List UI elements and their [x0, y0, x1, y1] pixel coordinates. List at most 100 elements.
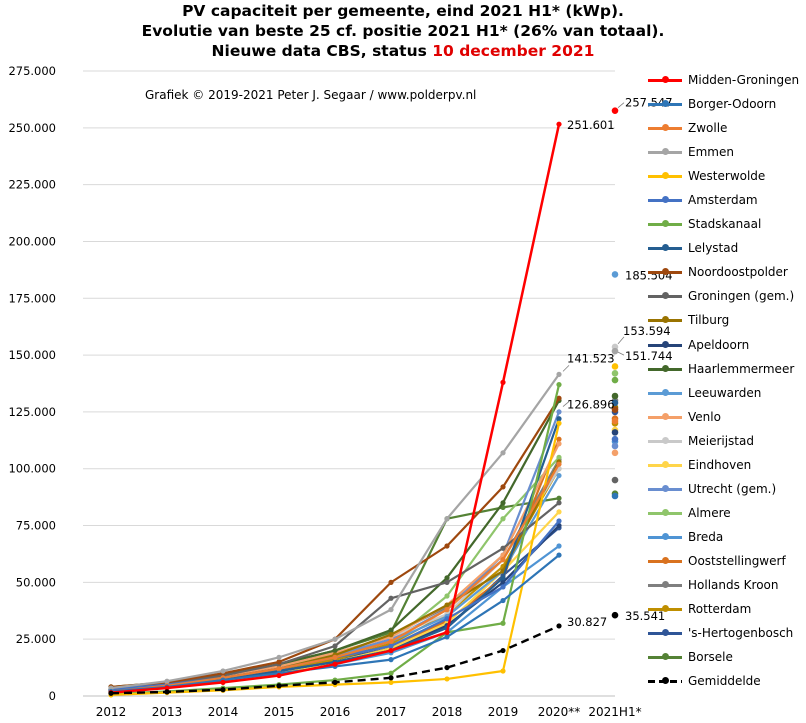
data-point	[611, 363, 619, 370]
data-point	[611, 369, 619, 377]
data-point	[500, 575, 506, 581]
legend-swatch-marker	[662, 629, 669, 637]
legend-swatch-marker	[662, 76, 669, 84]
data-point	[276, 672, 282, 679]
legend-swatch	[648, 291, 682, 301]
data-point	[611, 376, 619, 384]
legend-label: Stadskanaal	[688, 217, 762, 232]
data-point	[611, 449, 619, 457]
legend-item: Hollands Kroon	[648, 573, 806, 597]
data-point	[388, 632, 394, 638]
data-point	[444, 676, 450, 682]
legend-item: Amsterdam	[648, 188, 806, 212]
data-point	[220, 679, 226, 685]
data-point	[444, 634, 450, 640]
data-point	[444, 579, 450, 585]
y-tick-label: 175.000	[8, 291, 56, 305]
data-point	[444, 629, 450, 635]
data-point	[611, 429, 619, 436]
legend-swatch	[648, 267, 682, 277]
data-point	[556, 461, 562, 467]
legend-swatch	[648, 243, 682, 253]
data-point	[611, 611, 619, 619]
legend-swatch	[648, 580, 682, 590]
data-point	[388, 638, 394, 645]
y-tick-label: 275.000	[8, 64, 56, 78]
data-point	[611, 435, 619, 443]
legend-label: Eindhoven	[688, 457, 752, 472]
data-point	[556, 382, 562, 388]
legend-item: Borsele	[648, 645, 806, 669]
legend-label: Ooststellingwerf	[688, 553, 786, 568]
data-point	[556, 436, 562, 442]
legend-swatch	[648, 652, 682, 662]
chart-legend: Midden-Groningen Borger-Odoorn Zwolle Emmen…	[648, 68, 806, 693]
data-point	[556, 543, 562, 549]
data-point	[164, 678, 170, 684]
data-point	[388, 657, 394, 663]
data-point	[556, 121, 562, 127]
legend-swatch	[648, 484, 682, 494]
data-point	[500, 584, 506, 590]
data-point	[332, 647, 338, 654]
legend-item: Emmen	[648, 140, 806, 164]
legend-swatch-marker	[662, 677, 669, 685]
chart-title-line-3: Nieuwe data CBS, status 10 december 2021	[0, 42, 806, 60]
data-point	[164, 685, 170, 691]
data-label: 153.594	[623, 324, 671, 338]
data-point	[164, 689, 170, 695]
legend-item: Gemiddelde	[648, 669, 806, 693]
y-tick-label: 75.000	[16, 519, 56, 533]
x-tick-label: 2016	[320, 705, 351, 719]
legend-swatch	[648, 364, 682, 374]
legend-label: Borsele	[688, 650, 733, 665]
y-tick-label: 225.000	[8, 178, 56, 192]
legend-item: Utrecht (gem.)	[648, 477, 806, 501]
annotation-leader	[617, 102, 625, 108]
data-point	[500, 484, 506, 490]
legend-swatch	[648, 340, 682, 350]
legend-item: Borger-Odoorn	[648, 92, 806, 116]
legend-item: 's-Hertogenbosch	[648, 621, 806, 645]
data-point	[611, 442, 619, 450]
legend-swatch-marker	[662, 436, 669, 444]
legend-item: Breda	[648, 525, 806, 549]
data-point	[611, 107, 619, 114]
data-point	[500, 450, 506, 456]
legend-label: Midden-Groningen	[688, 73, 800, 88]
annotation-leader	[562, 365, 570, 372]
legend-swatch-marker	[662, 220, 669, 228]
data-point	[500, 545, 506, 551]
legend-label: Almere	[688, 505, 731, 520]
data-point	[500, 647, 506, 654]
data-point	[556, 552, 562, 558]
data-point	[556, 416, 562, 422]
legend-label: Emmen	[688, 145, 734, 160]
data-point	[556, 472, 562, 479]
data-point	[388, 643, 394, 649]
data-point	[220, 668, 226, 674]
chart-title-date: 10 december 2021	[432, 42, 595, 60]
annotation-leader	[562, 401, 570, 407]
data-point	[388, 595, 394, 601]
data-label: 251.601	[567, 118, 615, 132]
data-label: 151.744	[625, 349, 673, 363]
legend-swatch-marker	[662, 172, 669, 180]
x-tick-label: 2012	[96, 705, 127, 719]
data-point	[556, 522, 562, 529]
data-point	[444, 607, 450, 613]
legend-swatch	[648, 147, 682, 157]
chart-credit: Grafiek © 2019-2021 Peter J. Segaar / ww…	[145, 88, 477, 102]
data-point	[500, 579, 506, 585]
data-point	[276, 659, 282, 665]
legend-swatch-marker	[662, 340, 669, 348]
y-tick-label: 250.000	[8, 121, 56, 135]
chart-title-line-1: PV capaciteit per gemeente, eind 2021 H1…	[182, 2, 624, 20]
legend-label: Amsterdam	[688, 193, 758, 208]
data-point	[556, 420, 562, 426]
data-point	[500, 668, 506, 674]
x-tick-label: 2014	[208, 705, 239, 719]
chart-title-status: Nieuwe data CBS, status	[211, 42, 433, 60]
data-point	[556, 500, 562, 506]
legend-swatch	[648, 219, 682, 229]
